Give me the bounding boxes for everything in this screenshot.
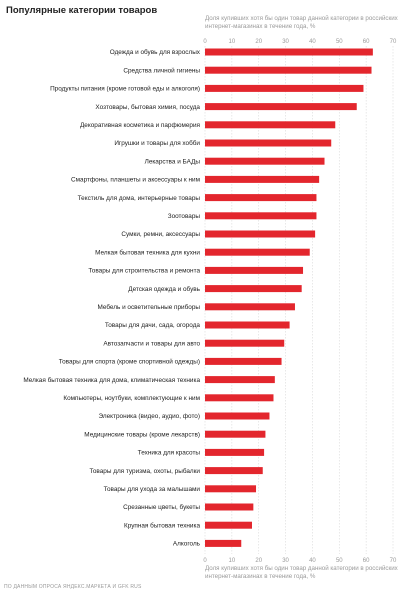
x-tick-label-bottom: 30	[282, 558, 289, 564]
bar	[205, 357, 282, 365]
x-tick-label-top: 30	[282, 39, 289, 45]
x-tick-label-bottom: 70	[390, 558, 397, 564]
bar	[205, 430, 266, 438]
x-axis-label-top: Доля купивших хотя бы один товар данной …	[205, 15, 398, 30]
category-label: Товары для ухода за малышами	[104, 486, 201, 493]
category-label: Медицинские товары (кроме лекарств)	[84, 431, 200, 438]
bar	[205, 321, 290, 329]
x-tick-label-bottom: 10	[229, 558, 236, 564]
category-label: Срезанные цветы, букеты	[123, 503, 200, 511]
category-label: Алкоголь	[173, 541, 201, 548]
category-label: Игрушки и товары для хобби	[114, 139, 200, 147]
bar	[205, 66, 372, 74]
bar	[205, 230, 316, 238]
x-tick-label-top: 60	[363, 39, 370, 45]
category-label: Товары для строительства и ремонта	[88, 268, 200, 275]
category-label: Мелкая бытовая техника для дома, климати…	[23, 376, 200, 384]
category-label: Хозтовары, бытовая химия, посуда	[95, 103, 200, 111]
bar	[205, 467, 263, 475]
bar	[205, 175, 320, 183]
x-tick-label-top: 50	[336, 39, 343, 45]
category-label: Мебель и осветительные приборы	[97, 303, 200, 311]
category-label: Автозапчасти и товары для авто	[103, 340, 200, 347]
bar	[205, 448, 265, 456]
category-label: Крупная бытовая техника	[124, 521, 200, 529]
category-labels: Одежда и обувь для взрослых Средства личн…	[23, 48, 200, 547]
bar	[205, 521, 252, 529]
x-tick-label-top: 40	[309, 39, 316, 45]
bar	[205, 84, 364, 92]
x-ticks-top: 0 10 20 30 40 50 60 70	[203, 39, 397, 45]
bar	[205, 266, 304, 274]
bar	[205, 539, 242, 547]
category-label: Смартфоны, планшеты и аксессуары к ним	[71, 177, 200, 184]
bar	[205, 194, 317, 202]
category-label: Зоотовары	[168, 213, 201, 220]
x-tick-label-bottom: 20	[255, 558, 262, 564]
bar	[205, 157, 325, 165]
bar	[205, 48, 373, 56]
category-label: Мелкая бытовая техника для кухни	[95, 248, 200, 256]
bar	[205, 394, 274, 402]
category-label: Текстиль для дома, интерьерные товары	[78, 195, 201, 202]
x-tick-label-top: 20	[255, 39, 262, 45]
x-tick-label-top: 70	[390, 39, 397, 45]
category-label: Лекарства и БАДы	[145, 158, 201, 165]
bar	[205, 121, 336, 129]
x-tick-label-top: 0	[203, 39, 207, 45]
category-label: Средства личной гигиены	[123, 66, 200, 74]
x-tick-label-bottom: 60	[363, 558, 370, 564]
category-label: Товары для спорта (кроме спортивной одеж…	[59, 358, 200, 366]
x-axis-label-bottom: Доля купивших хотя бы один товар данной …	[205, 565, 398, 580]
bar	[205, 139, 332, 147]
chart-title: Популярные категории товаров	[6, 5, 158, 16]
category-label: Сумки, ремни, аксессуары	[121, 231, 200, 238]
bar	[205, 212, 317, 220]
bar	[205, 485, 257, 493]
bar	[205, 339, 285, 347]
x-tick-label-top: 10	[229, 39, 236, 45]
category-label: Товары для дачи, сада, огорода	[105, 322, 201, 329]
category-label: Одежда и обувь для взрослых	[110, 48, 201, 56]
source-note: ПО ДАННЫМ ОПРОСА ЯНДЕКС.МАРКЕТА И GFK RU…	[4, 584, 142, 590]
category-label: Детская одежда и обувь	[128, 285, 200, 293]
category-label: Техника для красоты	[138, 450, 201, 457]
bar	[205, 303, 295, 311]
bar	[205, 503, 254, 511]
x-tick-label-bottom: 0	[203, 558, 207, 564]
x-tick-label-bottom: 40	[309, 558, 316, 564]
bar	[205, 103, 357, 111]
bar	[205, 376, 275, 384]
bar	[205, 412, 270, 420]
category-label: Товары для туризма, охоты, рыбалки	[89, 467, 200, 475]
category-label: Декоративная косметика и парфюмерия	[80, 122, 201, 129]
x-ticks-bottom: 0 10 20 30 40 50 60 70	[203, 558, 397, 564]
x-tick-label-bottom: 50	[336, 558, 343, 564]
bars	[205, 48, 373, 547]
category-label: Электроника (видео, аудио, фото)	[99, 413, 201, 420]
bar	[205, 248, 310, 256]
bar	[205, 285, 302, 293]
category-label: Компьютеры, ноутбуки, комплектующие к ни…	[63, 394, 200, 402]
category-label: Продукты питания (кроме готовой еды и ал…	[50, 85, 200, 93]
